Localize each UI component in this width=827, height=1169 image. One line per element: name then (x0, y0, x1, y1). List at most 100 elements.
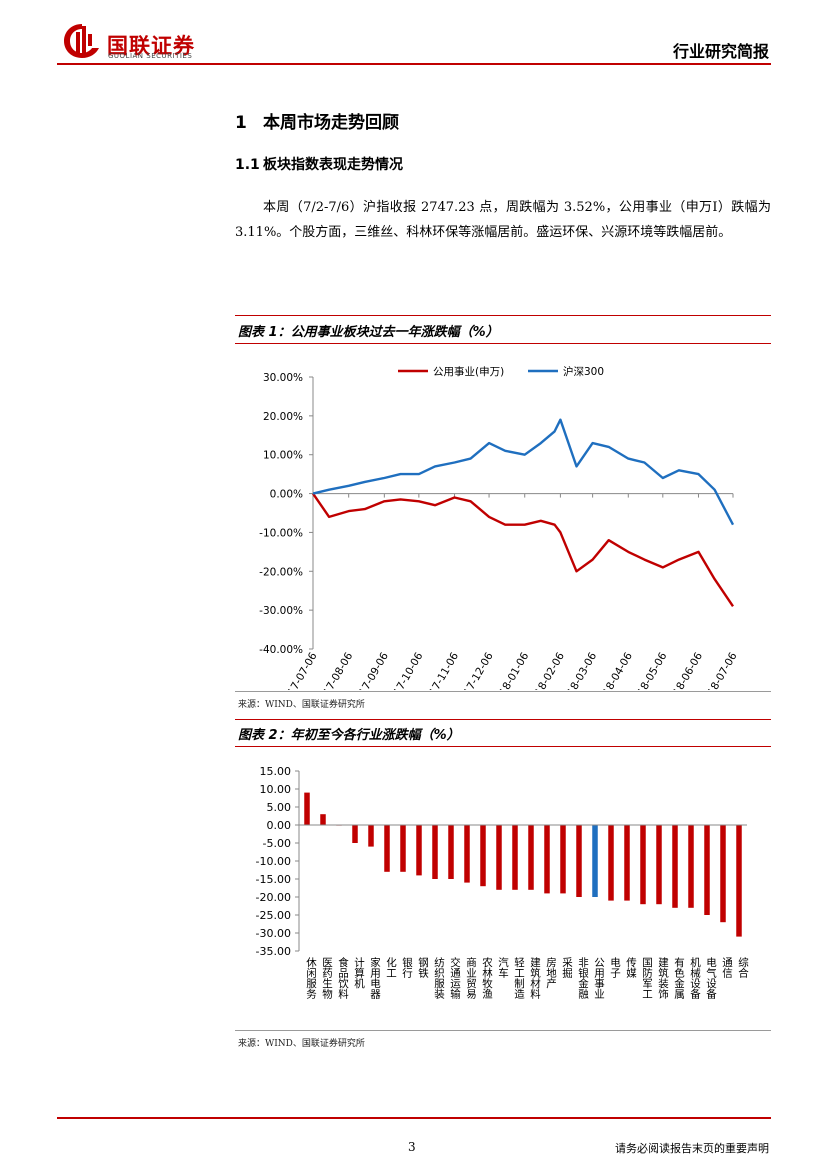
category-label: 轻工制造 (513, 956, 525, 999)
bar-14 (512, 825, 518, 890)
x-tick-label: 2017-12-06 (455, 650, 496, 690)
legend-label-2: 沪深300 (563, 365, 604, 378)
guolian-logo-icon (64, 24, 99, 58)
x-tick-label: 2018-07-06 (699, 650, 740, 690)
category-label: 化工 (385, 956, 397, 978)
series-line-2 (312, 418, 735, 526)
figure2-title-rule (235, 746, 771, 747)
y-tick-label: 20.00% (263, 411, 303, 423)
y-tick-label: 15.00 (260, 765, 292, 778)
y-tick-label: -15.00 (256, 873, 291, 886)
y-tick-label: -20.00 (256, 891, 291, 904)
y-tick-label: -10.00% (259, 527, 303, 539)
bar-22 (640, 825, 646, 905)
bar-4 (352, 825, 358, 843)
subsection-title: 板块指数表现走势情况 (263, 157, 403, 173)
category-label: 医药生物 (321, 957, 333, 1000)
bar-15 (528, 825, 534, 890)
footer-disclaimer: 请务必阅读报告末页的重要声明 (615, 1142, 769, 1155)
bar-1 (304, 792, 310, 825)
bar-19 (592, 825, 598, 897)
category-label: 采掘 (561, 957, 573, 979)
y-tick-label: -20.00% (259, 566, 303, 578)
category-label: 商业贸易 (465, 956, 477, 1000)
bar-24 (672, 825, 678, 908)
y-tick-label: -25.00 (256, 909, 291, 922)
x-tick-label: 2018-02-06 (526, 650, 567, 690)
bar-21 (624, 825, 630, 901)
series-line-1 (312, 492, 734, 607)
page-number: 3 (408, 1140, 416, 1154)
bar-chart: 15.00 10.00 5.00 0.00 -5.00 -10.00 -15.00 -20.0… (256, 765, 749, 1000)
body-paragraph: 本周（7/2-7/6）沪指收报 2747.23 点，周跌幅为 3.52%，公用事… (235, 200, 771, 240)
figure1-title-rule (235, 343, 771, 344)
figure1-source: 来源：WIND、国联证券研究所 (238, 700, 365, 710)
brand-subtitle: GUOLIAN SECURITIES (108, 52, 193, 60)
category-label: 综合 (737, 956, 749, 979)
figure2-top-rule (235, 719, 771, 720)
y-tick-label: 10.00% (263, 450, 303, 462)
category-label: 传媒 (625, 957, 637, 979)
category-label: 建筑材料 (529, 956, 541, 1000)
subsection-number: 1.1 (235, 157, 260, 173)
y-tick-label: 30.00% (263, 372, 303, 384)
category-label: 电子 (609, 956, 621, 978)
category-label: 休闲服务 (305, 957, 317, 1000)
bar-27 (720, 825, 726, 923)
y-tick-label: -5.00 (263, 837, 291, 850)
x-tick-label: 2017-07-06 (279, 650, 320, 690)
line-chart: 30.00% 20.00% 10.00% 0.00% -10.00% -20.00% -30… (259, 365, 740, 690)
category-label: 机械设备 (689, 956, 701, 1000)
bar-18 (576, 825, 582, 897)
bar-28 (736, 825, 742, 937)
category-label: 交通运输 (449, 956, 461, 1000)
x-tick-label: 2017-09-06 (350, 650, 391, 690)
bar-20 (608, 825, 614, 901)
footer-divider (57, 1117, 771, 1119)
bar-6 (384, 825, 390, 872)
bar-9 (432, 825, 438, 879)
x-tick-label: 2018-04-06 (594, 650, 635, 690)
section-title: 本周市场走势回顾 (263, 113, 399, 133)
brand-name: 国联证券 (107, 34, 195, 58)
subsection-heading: 1.1 板块指数表现走势情况 (235, 154, 403, 174)
y-tick-label: -35.00 (256, 945, 291, 958)
y-tick-label: 5.00 (267, 801, 292, 814)
y-tick-label: -10.00 (256, 855, 291, 868)
category-label: 国防军工 (641, 957, 653, 999)
figure1-title: 图表 1：公用事业板块过去一年涨跌幅（%） (238, 325, 499, 340)
bar-23 (656, 825, 662, 905)
legend-label-1: 公用事业(申万) (433, 365, 504, 378)
bar-17 (560, 825, 566, 894)
category-label: 房地产 (545, 956, 557, 989)
figure2-bottom-rule (235, 1030, 771, 1031)
y-tick-label: 10.00 (260, 783, 292, 796)
figure1-bottom-rule (235, 691, 771, 692)
category-label: 公用事业 (593, 957, 605, 999)
report-type: 行业研究简报 (672, 42, 769, 61)
bar-11 (464, 825, 470, 883)
figure1-top-rule (235, 315, 771, 316)
x-tick-label: 2018-05-06 (628, 650, 669, 690)
x-tick-label: 2017-08-06 (314, 650, 355, 690)
category-label: 通信 (721, 957, 733, 979)
y-tick-label: -30.00% (259, 605, 303, 617)
category-label: 纺织服装 (433, 956, 445, 1000)
x-tick-label: 2018-01-06 (490, 650, 531, 690)
x-tick-label: 2018-06-06 (664, 650, 705, 690)
figure2-title: 图表 2：年初至今各行业涨跌幅（%） (238, 728, 460, 743)
header-divider (57, 63, 771, 65)
section-heading: 1 本周市场走势回顾 (235, 108, 399, 133)
category-label: 农林牧渔 (481, 956, 493, 1000)
category-label: 电气设备 (705, 956, 717, 1000)
y-tick-label: -40.00% (259, 644, 303, 656)
x-tick-label: 2017-11-06 (420, 650, 461, 690)
category-label: 钢铁 (417, 956, 429, 979)
category-label: 有色金属 (673, 956, 685, 1000)
category-label: 家用电器 (369, 956, 381, 1000)
bar-12 (480, 825, 486, 887)
bar-16 (544, 825, 550, 894)
bar-26 (704, 825, 710, 915)
bar-2 (320, 814, 326, 825)
y-tick-label: 0.00% (270, 489, 303, 501)
